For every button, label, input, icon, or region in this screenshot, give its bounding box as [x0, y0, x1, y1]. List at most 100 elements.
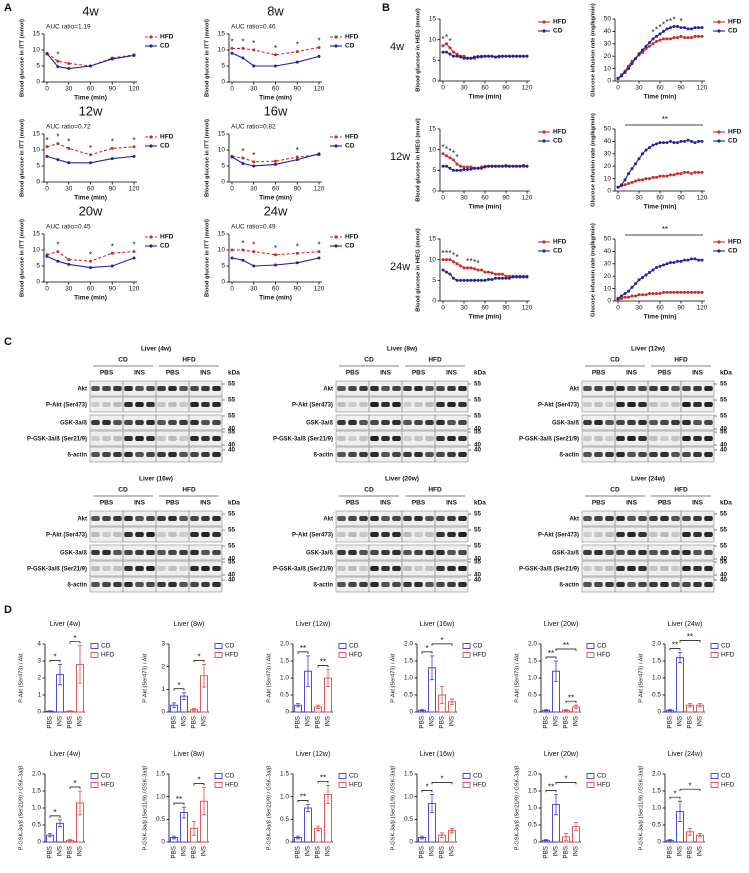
blot-band [135, 420, 144, 425]
chart-title: Liver (8w) [174, 621, 205, 628]
data-point [641, 275, 644, 279]
significance-label: * [296, 242, 299, 251]
blot-band [671, 402, 680, 407]
treatment-label: PBS [412, 500, 426, 507]
bar [304, 807, 312, 843]
significance-label: ** [176, 795, 182, 804]
blot-band [124, 550, 133, 555]
blot-band [146, 516, 155, 521]
blot-band [179, 550, 188, 555]
significance-label: * [45, 136, 48, 145]
blot-band [392, 516, 401, 521]
y-tick-label: 20 [604, 163, 612, 170]
legend-label: HFD [597, 652, 611, 659]
data-point [693, 141, 697, 145]
blot-band [458, 516, 467, 521]
data-point [132, 154, 136, 158]
data-point [627, 295, 630, 299]
legend-swatch [586, 643, 595, 649]
legend-marker [717, 20, 721, 24]
treatment-label: INS [380, 370, 392, 377]
significance-label: ** [548, 783, 554, 792]
data-point [630, 62, 634, 66]
series-line [232, 249, 320, 256]
blot-band [190, 582, 199, 587]
data-point [295, 261, 299, 265]
data-point [658, 141, 662, 145]
x-tick-label: PBS [315, 716, 322, 729]
data-point [241, 258, 245, 262]
blot-band [102, 550, 111, 555]
x-tick-label: 30 [65, 86, 73, 93]
blot-band [583, 402, 592, 407]
significance-label: * [455, 153, 458, 162]
legend-marker [149, 235, 153, 239]
blot-band [392, 402, 401, 407]
blot-band [135, 436, 144, 441]
legend-marker [149, 35, 153, 39]
significance-label: * [274, 244, 277, 253]
data-point [676, 24, 679, 28]
legend-marker [334, 244, 338, 248]
marker-label: 40 [474, 572, 482, 579]
blot-band [381, 386, 390, 391]
marker-label: 55 [720, 543, 728, 550]
error-bar [296, 703, 300, 708]
blot-band [638, 386, 647, 391]
blot-band [693, 452, 702, 457]
legend-label: CD [349, 773, 359, 780]
data-point [655, 292, 658, 296]
y-axis-label: P-GSK-3a/β (Ser21/9) / GSK-3a/β [142, 766, 148, 850]
x-tick-label: INS [201, 716, 208, 727]
blot-band [348, 516, 357, 521]
legend-label: HFD [160, 34, 174, 41]
x-tick-label: 60 [87, 286, 95, 293]
data-point [476, 55, 480, 59]
data-point [476, 166, 480, 170]
data-point [448, 258, 452, 262]
data-point [693, 257, 697, 261]
chart-title: Liver (4w) [50, 621, 81, 628]
data-point [459, 164, 462, 168]
data-point [518, 54, 522, 58]
blot-band [381, 420, 390, 425]
significance-label: * [53, 808, 56, 817]
blot-band [638, 420, 647, 425]
data-point [459, 168, 462, 172]
series-line [231, 257, 320, 267]
significance-label: ** [548, 649, 554, 658]
y-axis-label: P-Akt (Ser473) / Akt [142, 653, 148, 703]
data-point [686, 290, 690, 294]
y-tick-label: 0.5 [528, 692, 537, 699]
data-point [651, 292, 655, 296]
blot-band [168, 516, 177, 521]
data-point [56, 158, 60, 162]
marker-label: 55 [228, 559, 236, 566]
data-point [452, 260, 455, 264]
blot-band [348, 420, 357, 425]
x-tick-label: 0 [616, 305, 620, 312]
row-label: GSK-3a/ß [306, 551, 333, 557]
data-point [441, 258, 445, 262]
y-tick-label: 0 [37, 709, 41, 716]
blot-band [91, 532, 100, 537]
legend-marker [334, 144, 338, 148]
y-tick-label: 0 [221, 179, 225, 186]
blot-band [671, 532, 680, 537]
y-tick-label: 1.5 [280, 771, 289, 778]
x-tick-label: 60 [656, 85, 664, 92]
blot-title: Liver (12w) [631, 346, 665, 353]
y-tick-label: 15 [218, 31, 226, 38]
data-point [89, 259, 92, 263]
blot-band [179, 582, 188, 587]
data-point [110, 264, 114, 268]
blot-band [157, 532, 166, 537]
error-bar [202, 664, 206, 688]
data-point [445, 50, 448, 54]
data-point [501, 164, 504, 168]
data-point [518, 275, 522, 279]
data-point [522, 275, 525, 279]
error-bar [326, 784, 330, 804]
blot-band [124, 452, 133, 457]
data-point [616, 297, 620, 301]
